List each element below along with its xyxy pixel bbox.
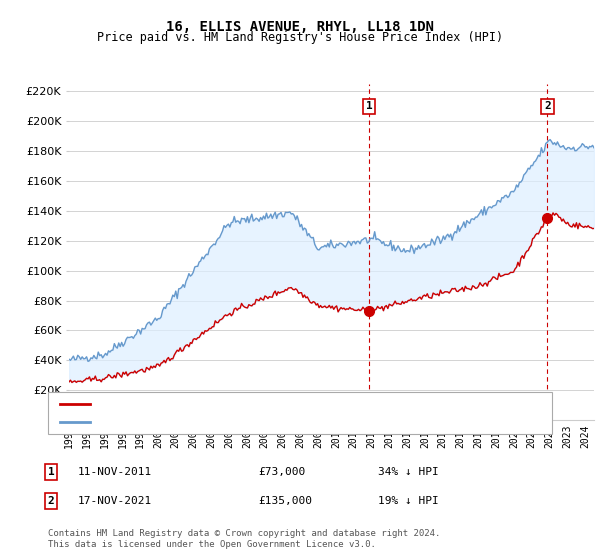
Text: Contains HM Land Registry data © Crown copyright and database right 2024.
This d: Contains HM Land Registry data © Crown c… — [48, 529, 440, 549]
Text: 1: 1 — [47, 467, 55, 477]
Text: HPI: Average price, semi-detached house, Denbighshire: HPI: Average price, semi-detached house,… — [102, 417, 433, 427]
Text: £73,000: £73,000 — [258, 467, 305, 477]
Text: 34% ↓ HPI: 34% ↓ HPI — [378, 467, 439, 477]
Text: 2: 2 — [544, 101, 551, 111]
Text: 11-NOV-2011: 11-NOV-2011 — [78, 467, 152, 477]
Text: Price paid vs. HM Land Registry's House Price Index (HPI): Price paid vs. HM Land Registry's House … — [97, 31, 503, 44]
Text: 16, ELLIS AVENUE, RHYL, LL18 1DN (semi-detached house): 16, ELLIS AVENUE, RHYL, LL18 1DN (semi-d… — [102, 399, 439, 409]
Text: 2: 2 — [47, 496, 55, 506]
Text: £135,000: £135,000 — [258, 496, 312, 506]
Text: 16, ELLIS AVENUE, RHYL, LL18 1DN: 16, ELLIS AVENUE, RHYL, LL18 1DN — [166, 20, 434, 34]
Text: 17-NOV-2021: 17-NOV-2021 — [78, 496, 152, 506]
Text: 1: 1 — [366, 101, 373, 111]
Text: 19% ↓ HPI: 19% ↓ HPI — [378, 496, 439, 506]
